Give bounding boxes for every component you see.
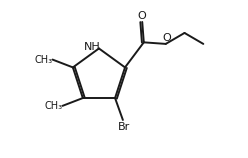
Text: O: O [162, 33, 171, 43]
Text: CH₃: CH₃ [45, 101, 63, 111]
Text: NH: NH [84, 42, 101, 52]
Text: Br: Br [118, 122, 131, 132]
Text: O: O [138, 11, 147, 21]
Text: CH₃: CH₃ [35, 55, 53, 65]
